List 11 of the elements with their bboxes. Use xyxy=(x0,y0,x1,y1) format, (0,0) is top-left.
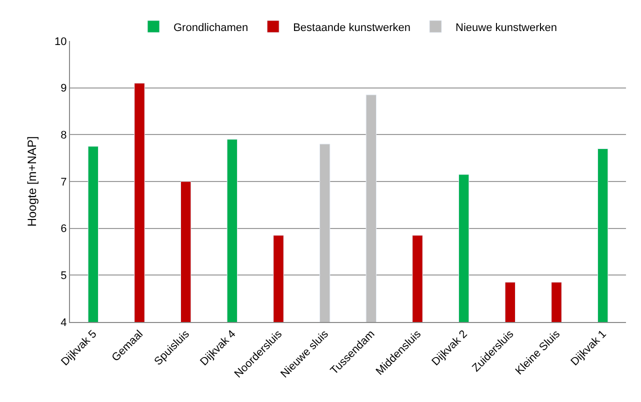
y-tick-label: 9 xyxy=(60,82,67,95)
y-tick-label: 10 xyxy=(54,36,67,48)
y-tick-label: 4 xyxy=(60,316,67,329)
y-axis-title: Hoogte [m+NAP] xyxy=(24,136,39,227)
y-tick-label: 6 xyxy=(60,223,67,236)
legend-label: Nieuwe kunstwerken xyxy=(456,22,558,34)
legend-label: Bestaande kunstwerken xyxy=(293,22,411,34)
y-tick-label: 7 xyxy=(60,176,67,188)
y-tick-label: 8 xyxy=(60,130,67,142)
legend-label: Grondlichamen xyxy=(174,22,248,34)
y-tick-label: 5 xyxy=(60,270,67,282)
